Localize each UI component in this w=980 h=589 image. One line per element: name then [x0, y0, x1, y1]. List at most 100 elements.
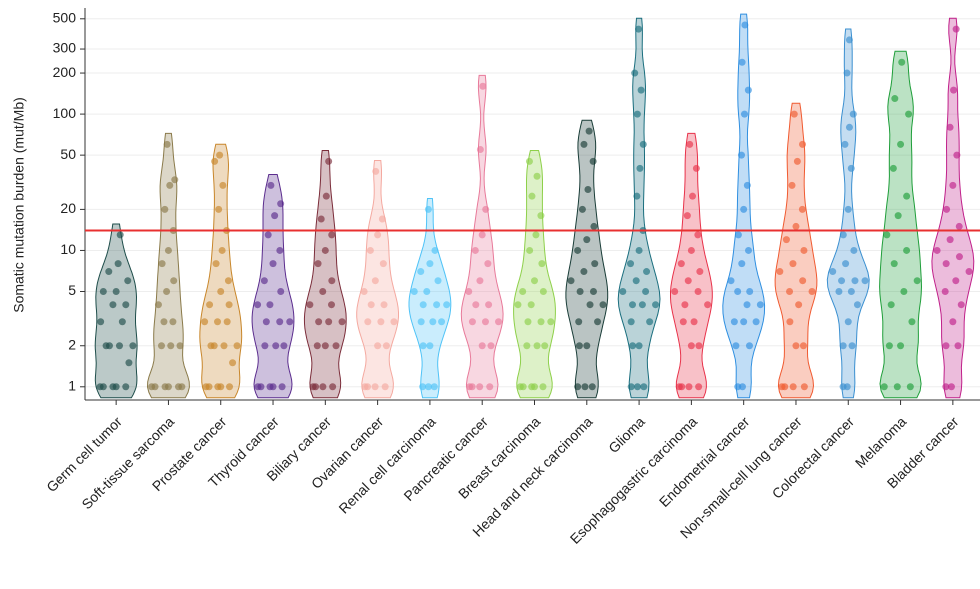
- data-point: [431, 246, 439, 254]
- data-point: [537, 318, 545, 326]
- data-point: [524, 318, 532, 326]
- data-point: [472, 301, 480, 309]
- data-point: [205, 383, 213, 391]
- data-point: [217, 287, 225, 295]
- data-point: [687, 246, 695, 254]
- data-point: [471, 246, 479, 254]
- data-point: [161, 205, 169, 213]
- data-point: [893, 383, 901, 391]
- y-tick-label: 300: [53, 40, 77, 56]
- data-point: [317, 215, 325, 223]
- data-point: [371, 383, 379, 391]
- violin: [199, 143, 243, 399]
- data-point: [740, 205, 748, 213]
- data-point: [965, 268, 973, 276]
- data-point: [537, 212, 545, 220]
- data-point: [410, 287, 418, 295]
- data-point: [643, 268, 651, 276]
- data-point: [800, 246, 808, 254]
- data-point: [913, 277, 921, 285]
- data-point: [897, 342, 905, 350]
- data-point: [575, 318, 583, 326]
- data-point: [215, 205, 223, 213]
- data-point: [887, 301, 895, 309]
- data-point: [894, 212, 902, 220]
- data-point: [364, 383, 372, 391]
- data-point: [594, 318, 602, 326]
- data-point: [276, 318, 284, 326]
- data-point: [325, 318, 333, 326]
- data-point: [954, 342, 962, 350]
- data-point: [900, 287, 908, 295]
- data-point: [260, 277, 268, 285]
- data-point: [257, 383, 265, 391]
- data-point: [424, 205, 432, 213]
- data-point: [434, 277, 442, 285]
- data-point: [514, 301, 522, 309]
- data-point: [883, 231, 891, 239]
- data-point: [538, 260, 546, 268]
- data-point: [178, 383, 186, 391]
- data-point: [635, 246, 643, 254]
- data-point: [839, 231, 847, 239]
- data-point: [786, 287, 794, 295]
- data-point: [225, 301, 233, 309]
- data-point: [686, 140, 694, 148]
- data-point: [266, 301, 274, 309]
- data-point: [585, 127, 593, 135]
- data-point: [267, 181, 275, 189]
- data-point: [847, 287, 855, 295]
- data-point: [756, 301, 764, 309]
- data-point: [790, 110, 798, 118]
- y-tick-label: 5: [68, 282, 76, 298]
- data-point: [891, 95, 899, 103]
- data-point: [328, 231, 336, 239]
- y-tick-label: 1: [68, 377, 76, 393]
- data-point: [360, 287, 368, 295]
- data-point: [124, 277, 132, 285]
- data-point: [652, 301, 660, 309]
- data-point: [849, 110, 857, 118]
- data-point: [169, 318, 177, 326]
- data-point: [646, 318, 654, 326]
- data-point: [426, 342, 434, 350]
- data-point: [689, 192, 697, 200]
- data-point: [627, 318, 635, 326]
- data-point: [567, 277, 575, 285]
- data-point: [443, 301, 451, 309]
- data-point: [845, 36, 853, 44]
- data-point: [861, 277, 869, 285]
- data-point: [738, 383, 746, 391]
- data-point: [955, 253, 963, 261]
- data-point: [277, 287, 285, 295]
- data-point: [216, 151, 224, 159]
- data-point: [224, 277, 232, 285]
- data-point: [578, 205, 586, 213]
- data-point: [730, 318, 738, 326]
- data-point: [112, 383, 120, 391]
- data-point: [519, 383, 527, 391]
- data-point: [487, 342, 495, 350]
- data-point: [122, 301, 130, 309]
- violin: [303, 150, 347, 399]
- data-point: [627, 383, 635, 391]
- data-point: [105, 268, 113, 276]
- data-point: [745, 342, 753, 350]
- data-point: [880, 383, 888, 391]
- data-point: [528, 192, 536, 200]
- data-point: [532, 231, 540, 239]
- data-point: [484, 260, 492, 268]
- data-point: [841, 140, 849, 148]
- data-point: [163, 287, 171, 295]
- data-point: [727, 277, 735, 285]
- data-point: [629, 342, 637, 350]
- violin: [879, 50, 923, 399]
- data-point: [740, 110, 748, 118]
- data-point: [704, 301, 712, 309]
- data-point: [583, 236, 591, 244]
- data-point: [374, 231, 382, 239]
- data-point: [633, 110, 641, 118]
- data-point: [580, 140, 588, 148]
- data-point: [118, 318, 126, 326]
- data-point: [277, 200, 285, 208]
